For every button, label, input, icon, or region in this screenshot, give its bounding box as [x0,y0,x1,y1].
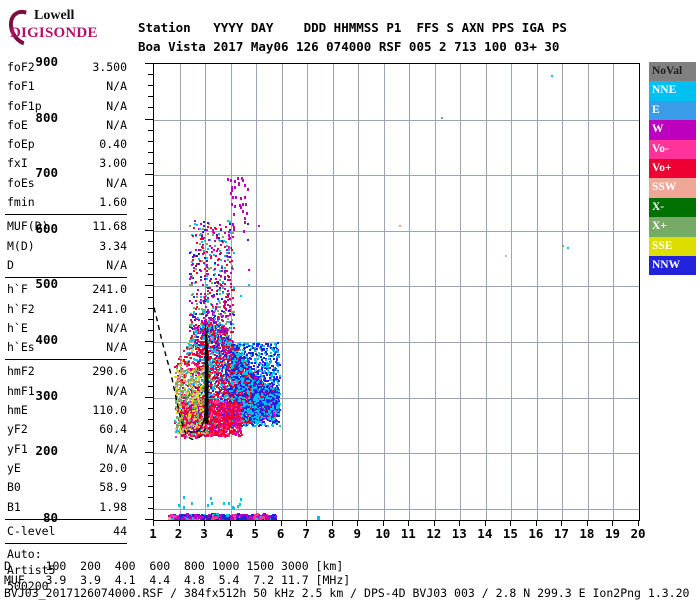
param-divider [5,277,127,278]
param-key: D [7,256,14,275]
lowell-digisonde-logo: Lowell DIGISONDE [8,6,128,50]
param-row: h`F2 241.0 [4,300,129,319]
param-value: 20.0 [99,459,127,478]
param-row: yF2 60.4 [4,420,129,439]
param-value: N/A [106,116,127,135]
param-value: 60.4 [99,420,127,439]
param-value: N/A [106,382,127,401]
param-value: 110.0 [92,401,127,420]
param-divider [5,543,127,544]
param-key: hmF2 [7,362,35,381]
logo-brand-top: Lowell [34,8,74,24]
param-value: N/A [106,256,127,275]
param-key: yF2 [7,420,28,439]
param-value: N/A [106,77,127,96]
param-row: B0 58.9 [4,478,129,497]
param-value: N/A [106,97,127,116]
param-value: 11.68 [92,217,127,236]
param-divider [5,359,127,360]
param-key: fmin [7,193,35,212]
param-value: 58.9 [99,478,127,497]
param-value: 3.34 [99,237,127,256]
param-value: 0.40 [99,135,127,154]
station-header: Station YYYY DAY DDD HHMMSS P1 FFS S AXN… [138,18,567,56]
param-key: yE [7,459,21,478]
param-value: 1.60 [99,193,127,212]
param-value: N/A [106,319,127,338]
logo-brand-bottom: DIGISONDE [10,25,98,42]
param-row: M(D) 3.34 [4,237,129,256]
param-value: 241.0 [92,300,127,319]
param-value: N/A [106,440,127,459]
param-value: 3.00 [99,154,127,173]
param-value: 290.6 [92,362,127,381]
param-divider [5,214,127,215]
param-row: hmF2 290.6 [4,362,129,381]
station-header-columns: Station YYYY DAY DDD HHMMSS P1 FFS S AXN… [138,20,567,35]
param-row: foF1 N/A [4,77,129,96]
param-value: 241.0 [92,280,127,299]
param-key: foEp [7,135,35,154]
param-key: M(D) [7,237,35,256]
param-row: foEp 0.40 [4,135,129,154]
param-value: 3.500 [92,58,127,77]
param-key: foF1 [7,77,35,96]
param-row: yE 20.0 [4,459,129,478]
param-key: h`F2 [7,300,35,319]
param-value: 1.98 [99,498,127,517]
param-value: N/A [106,174,127,193]
param-key: B0 [7,478,21,497]
param-row: hmE 110.0 [4,401,129,420]
param-value: N/A [106,338,127,357]
param-row: fmin 1.60 [4,193,129,212]
param-key: hmE [7,401,28,420]
param-row: D N/A [4,256,129,275]
ionogram-plot[interactable] [153,63,640,521]
station-header-values: Boa Vista 2017 May06 126 074000 RSF 005 … [138,39,559,54]
param-value: 44 [113,522,127,541]
